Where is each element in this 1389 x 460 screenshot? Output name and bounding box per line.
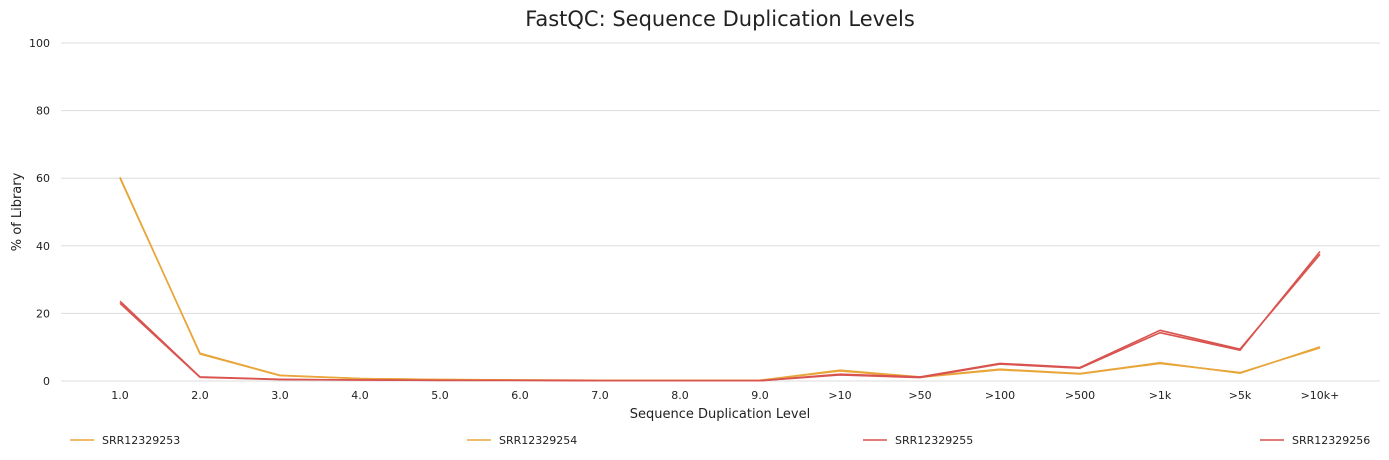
legend-label: SRR12329256 — [1292, 434, 1370, 447]
series-lines — [119, 176, 1321, 382]
x-tick-label: >100 — [985, 389, 1015, 402]
legend-label: SRR12329254 — [499, 434, 577, 447]
legend: SRR12329253 SRR12329254 SRR12329255 SRR1232… — [70, 434, 1370, 447]
y-tick-label: 100 — [29, 37, 50, 50]
series-line-srr12329255 — [119, 253, 1321, 382]
y-tick-label: 60 — [36, 172, 50, 185]
x-tick-label: 1.0 — [111, 389, 129, 402]
y-tick-label: 40 — [36, 240, 50, 253]
x-tick-label: 3.0 — [271, 389, 289, 402]
x-tick-label: 9.0 — [751, 389, 769, 402]
x-tick-label: 6.0 — [511, 389, 529, 402]
x-tick-label: 2.0 — [191, 389, 209, 402]
series-line-srr12329256 — [119, 250, 1321, 382]
y-axis-ticks: 0 20 40 60 80 100 — [29, 37, 50, 388]
chart-title: FastQC: Sequence Duplication Levels — [525, 7, 915, 31]
y-axis-label: % of Library — [10, 172, 25, 251]
x-tick-label: >500 — [1065, 389, 1095, 402]
x-tick-label: 7.0 — [591, 389, 609, 402]
x-tick-label: >50 — [908, 389, 931, 402]
legend-label: SRR12329255 — [895, 434, 973, 447]
y-tick-label: 0 — [43, 375, 50, 388]
y-tick-label: 80 — [36, 105, 50, 118]
x-axis-label: Sequence Duplication Level — [630, 407, 810, 422]
series-line-srr12329253 — [119, 176, 1321, 382]
x-tick-label: >5k — [1229, 389, 1252, 402]
legend-label: SRR12329253 — [102, 434, 180, 447]
x-tick-label: 5.0 — [431, 389, 449, 402]
x-tick-label: >10k+ — [1301, 389, 1340, 402]
series-line-srr12329254 — [119, 177, 1321, 382]
x-tick-label: 8.0 — [671, 389, 689, 402]
gridlines — [61, 42, 1380, 382]
x-tick-label: 4.0 — [351, 389, 369, 402]
x-tick-label: >1k — [1149, 389, 1172, 402]
x-tick-label: >10 — [828, 389, 851, 402]
y-tick-label: 20 — [36, 307, 50, 320]
x-axis-ticks: 1.0 2.0 3.0 4.0 5.0 6.0 7.0 8.0 9.0 >10 >50 >100 >50… — [111, 389, 1339, 402]
